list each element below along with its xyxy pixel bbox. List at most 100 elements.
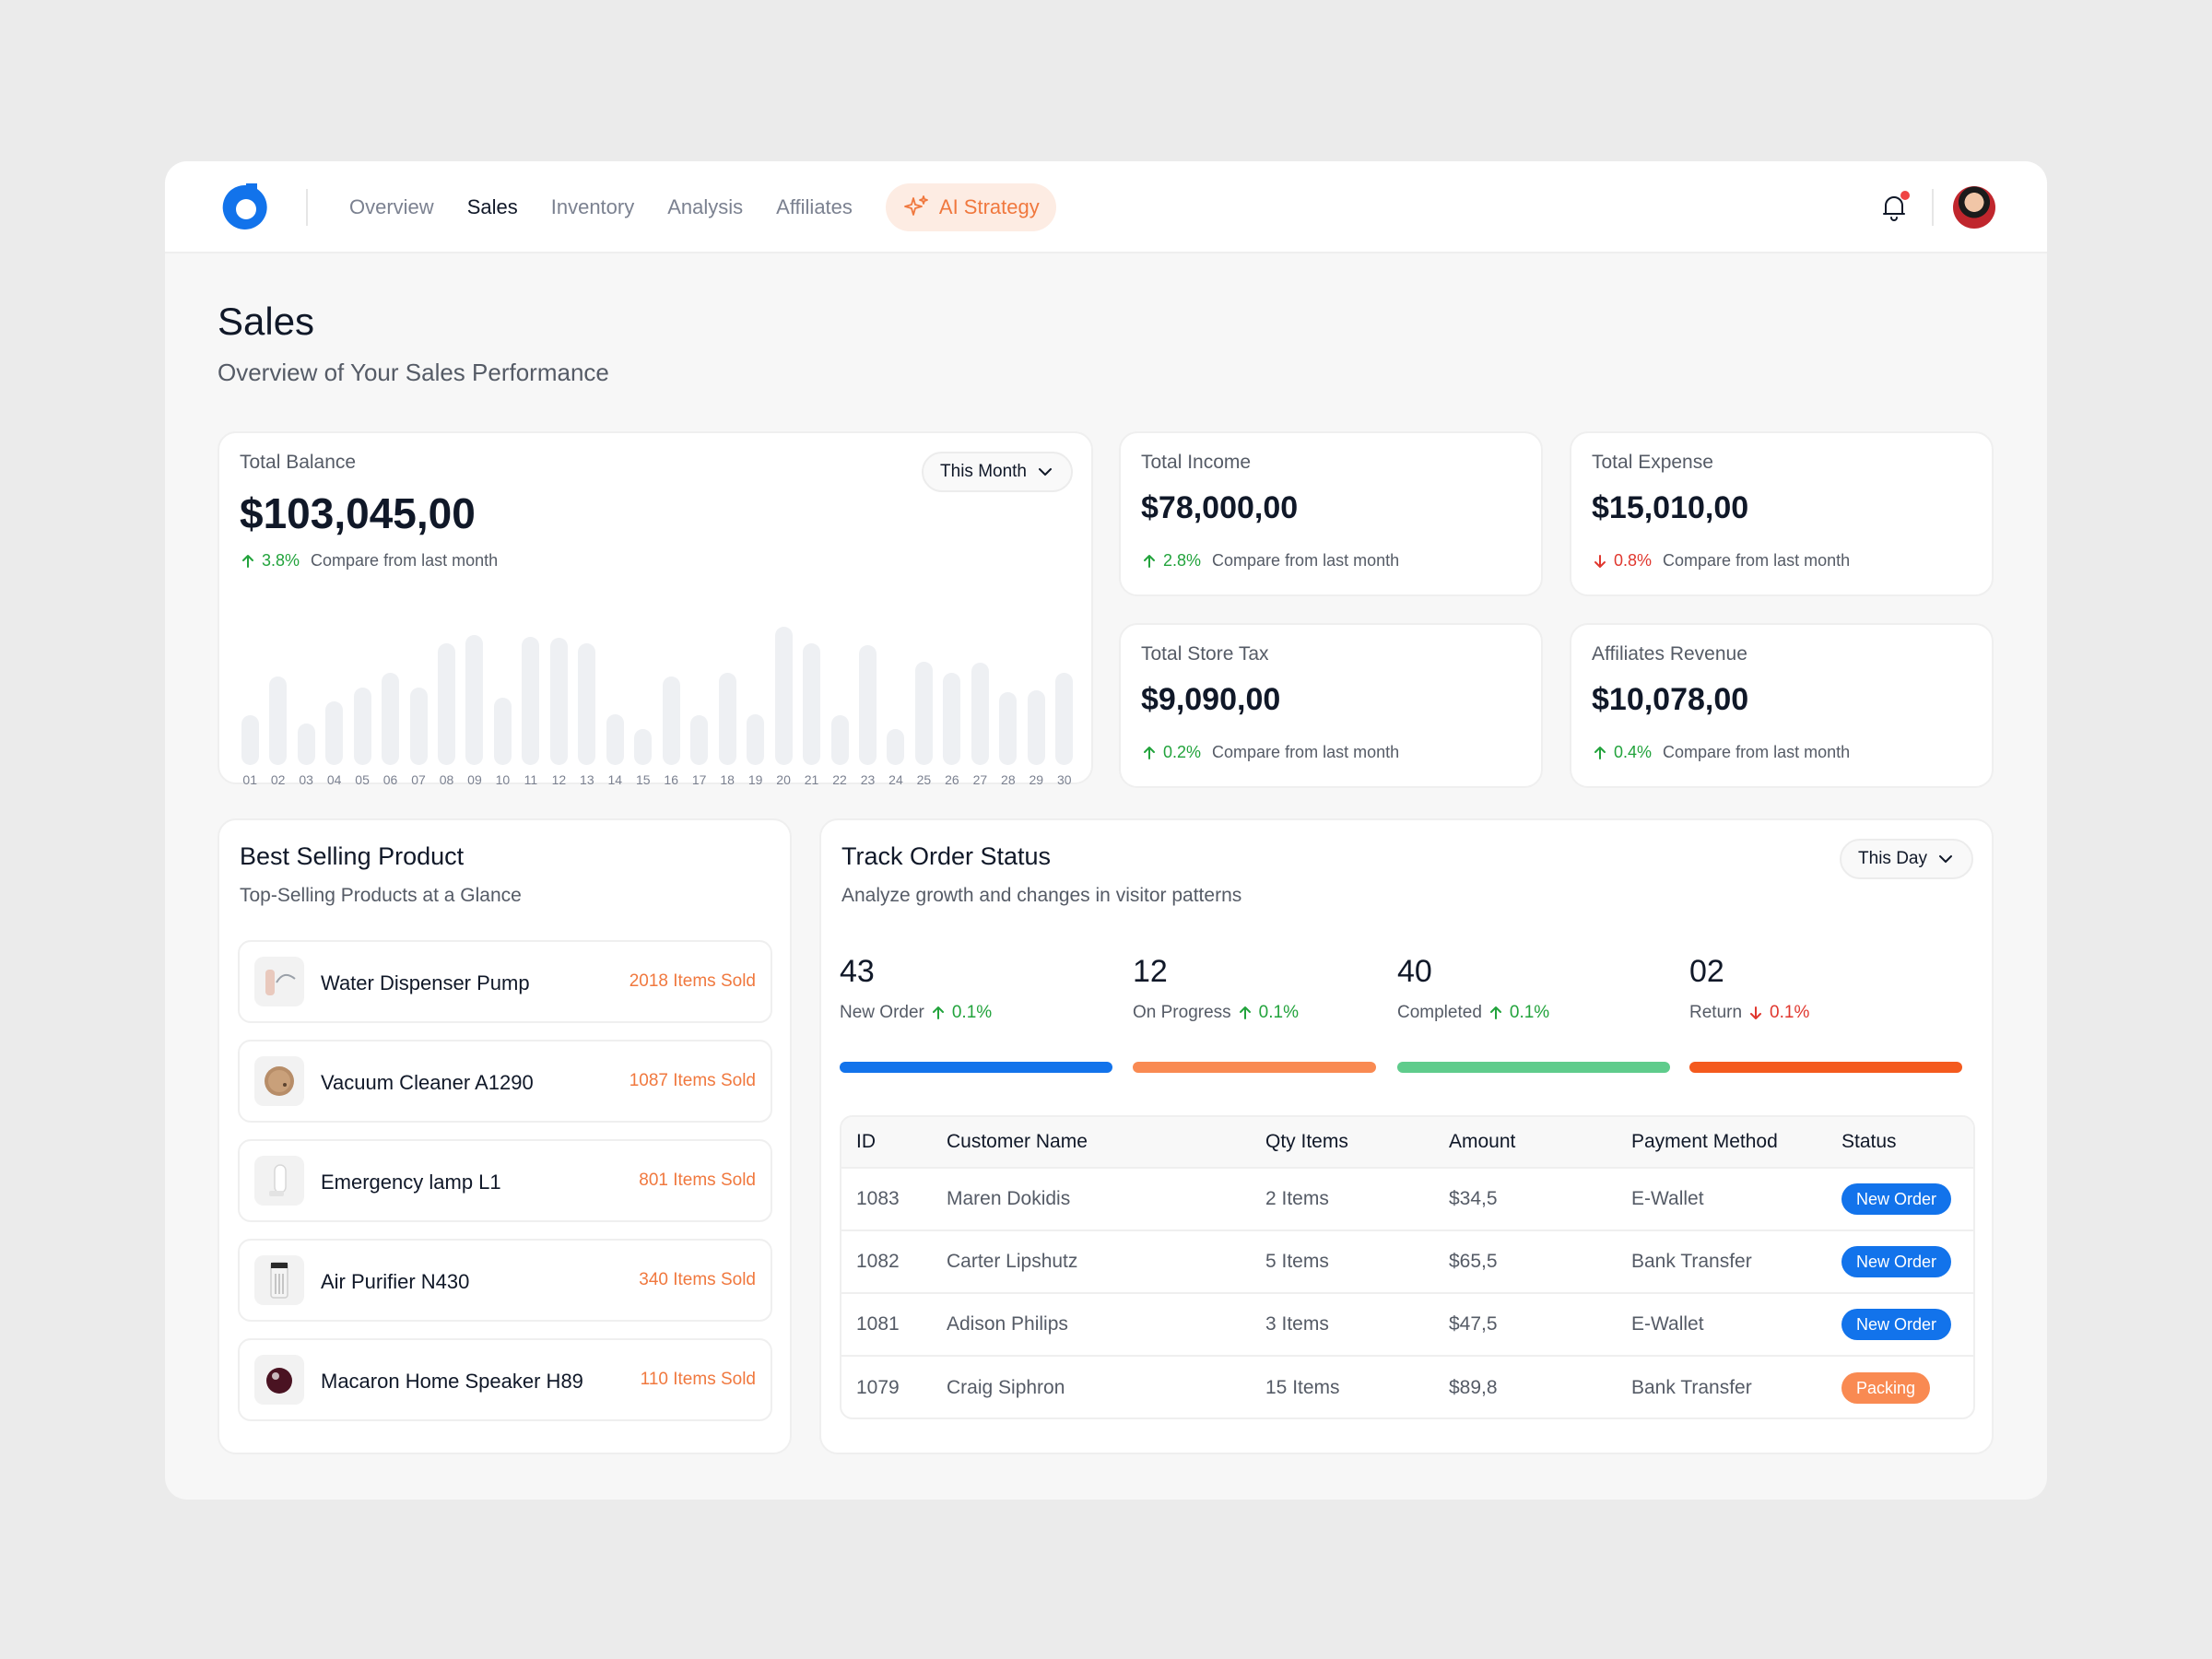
expense-label: Total Expense <box>1592 452 1713 473</box>
product-sold-count: 110 Items Sold <box>640 1370 756 1389</box>
product-item[interactable]: Vacuum Cleaner A1290 1087 Items Sold <box>238 1040 772 1123</box>
nav-inventory[interactable]: Inventory <box>550 195 635 218</box>
table-row[interactable]: 1081 Adison Philips 3 Items $47,5 E-Wall… <box>841 1294 1973 1357</box>
product-sold-count: 1087 Items Sold <box>629 1071 756 1090</box>
lamp-icon <box>254 1156 304 1206</box>
track-order-subtitle: Analyze growth and changes in visitor pa… <box>841 885 1242 906</box>
arrow-down-icon <box>1750 1006 1762 1019</box>
chevron-down-icon <box>1039 468 1052 476</box>
table-header: ID Customer Name Qty Items Amount Paymen… <box>841 1117 1973 1169</box>
affiliates-revenue-delta-value: 0.4% <box>1614 743 1653 761</box>
status-return: 02 Return 0.1% <box>1689 954 1809 1023</box>
income-value: $78,000,00 <box>1141 490 1299 525</box>
air-purifier-icon <box>254 1255 304 1305</box>
chart-bar <box>999 691 1018 765</box>
page-title: Sales <box>218 300 315 343</box>
status-badge: New Order <box>1841 1246 1952 1277</box>
chart-tick-label: 17 <box>691 772 707 787</box>
qty-items: 2 Items <box>1265 1188 1329 1209</box>
status-completed: 40 Completed 0.1% <box>1397 954 1549 1023</box>
product-sold-count: 801 Items Sold <box>639 1171 756 1190</box>
qty-items: 3 Items <box>1265 1313 1329 1335</box>
column-id[interactable]: ID <box>856 1131 876 1152</box>
balance-delta: 3.8% Compare from last month <box>240 551 498 571</box>
column-qty-items[interactable]: Qty Items <box>1265 1131 1348 1152</box>
amount: $34,5 <box>1449 1188 1498 1209</box>
chart-bar <box>578 643 596 765</box>
column-status[interactable]: Status <box>1841 1131 1897 1152</box>
arrow-up-icon <box>242 554 253 568</box>
balance-delta-value: 3.8% <box>262 551 300 570</box>
amount: $47,5 <box>1449 1313 1498 1335</box>
chart-bar <box>269 677 288 765</box>
chart-bar <box>662 677 680 765</box>
brand-logo[interactable] <box>220 182 272 233</box>
chart-tick-label: 24 <box>888 772 903 787</box>
arrow-down-icon <box>1594 554 1606 568</box>
chart-bar <box>747 713 765 765</box>
status-label: New Order <box>840 1003 924 1022</box>
product-item[interactable]: Emergency lamp L1 801 Items Sold <box>238 1139 772 1222</box>
customer-name: Carter Lipshutz <box>947 1251 1078 1272</box>
table-row[interactable]: 1082 Carter Lipshutz 5 Items $65,5 Bank … <box>841 1231 1973 1294</box>
chart-bar <box>409 688 428 765</box>
chart-tick-label: 03 <box>299 772 313 787</box>
expense-value: $15,010,00 <box>1592 490 1749 525</box>
chart-tick-label: 15 <box>635 772 651 787</box>
chart-tick-label: 12 <box>551 772 567 787</box>
store-tax-compare-text: Compare from last month <box>1212 743 1400 761</box>
chart-tick-label: 29 <box>1029 772 1044 787</box>
balance-label: Total Balance <box>240 452 357 473</box>
table-row[interactable]: 1083 Maren Dokidis 2 Items $34,5 E-Walle… <box>841 1169 1973 1231</box>
chart-bar <box>718 672 736 765</box>
completed-progress-bar <box>1397 1062 1670 1073</box>
chart-bar <box>830 715 849 765</box>
chart-bar <box>493 697 512 765</box>
product-sold-count: 2018 Items Sold <box>629 971 756 991</box>
nav-sales[interactable]: Sales <box>466 195 518 218</box>
arrow-up-icon <box>1489 1006 1501 1019</box>
column-customer-name[interactable]: Customer Name <box>947 1131 1088 1152</box>
column-amount[interactable]: Amount <box>1449 1131 1516 1152</box>
chart-bar <box>549 638 568 765</box>
chart-tick-label: 19 <box>747 772 763 787</box>
order-id: 1082 <box>856 1251 900 1272</box>
product-item[interactable]: Macaron Home Speaker H89 110 Items Sold <box>238 1338 772 1421</box>
top-navigation: Overview Sales Inventory Analysis Affili… <box>165 161 2047 253</box>
affiliates-revenue-value: $10,078,00 <box>1592 682 1749 717</box>
column-payment-method[interactable]: Payment Method <box>1631 1131 1778 1152</box>
chart-bar <box>690 715 709 765</box>
status-count: 12 <box>1133 954 1168 989</box>
nav-analysis[interactable]: Analysis <box>667 195 744 218</box>
income-delta-value: 2.8% <box>1163 551 1202 570</box>
affiliates-revenue-delta: 0.4% Compare from last month <box>1592 743 1850 762</box>
table-row[interactable]: 1079 Craig Siphron 15 Items $89,8 Bank T… <box>841 1357 1973 1418</box>
payment-method: Bank Transfer <box>1631 1251 1752 1272</box>
ai-strategy-button[interactable]: AI Strategy <box>885 183 1056 231</box>
affiliates-revenue-label: Affiliates Revenue <box>1592 643 1747 665</box>
user-avatar[interactable] <box>1953 186 1995 229</box>
orders-table: ID Customer Name Qty Items Amount Paymen… <box>840 1115 1975 1419</box>
status-new-order: 43 New Order 0.1% <box>840 954 992 1023</box>
product-item[interactable]: Air Purifier N430 340 Items Sold <box>238 1239 772 1322</box>
chart-tick-label: 22 <box>832 772 847 787</box>
total-expense-card: Total Expense $15,010,00 0.8% Compare fr… <box>1570 431 1994 596</box>
product-item[interactable]: Water Dispenser Pump 2018 Items Sold <box>238 940 772 1023</box>
status-badge: Packing <box>1841 1372 1931 1404</box>
water-pump-icon <box>254 957 304 1006</box>
chart-tick-label: 07 <box>411 772 426 787</box>
bell-icon[interactable] <box>1877 191 1911 224</box>
nav-overview[interactable]: Overview <box>349 195 434 218</box>
balance-period-dropdown[interactable]: This Month <box>922 452 1073 492</box>
chevron-down-icon <box>1939 855 1952 863</box>
chart-bar <box>774 627 793 765</box>
amount: $89,8 <box>1449 1377 1498 1398</box>
chart-bar <box>438 643 455 765</box>
customer-name: Maren Dokidis <box>947 1188 1071 1209</box>
customer-name: Craig Siphron <box>947 1377 1065 1398</box>
nav-affiliates[interactable]: Affiliates <box>776 195 853 218</box>
order-period-dropdown[interactable]: This Day <box>1840 839 1973 879</box>
status-count: 02 <box>1689 954 1724 989</box>
status-delta: 0.1% <box>1258 1003 1299 1022</box>
balance-compare-text: Compare from last month <box>311 551 499 570</box>
